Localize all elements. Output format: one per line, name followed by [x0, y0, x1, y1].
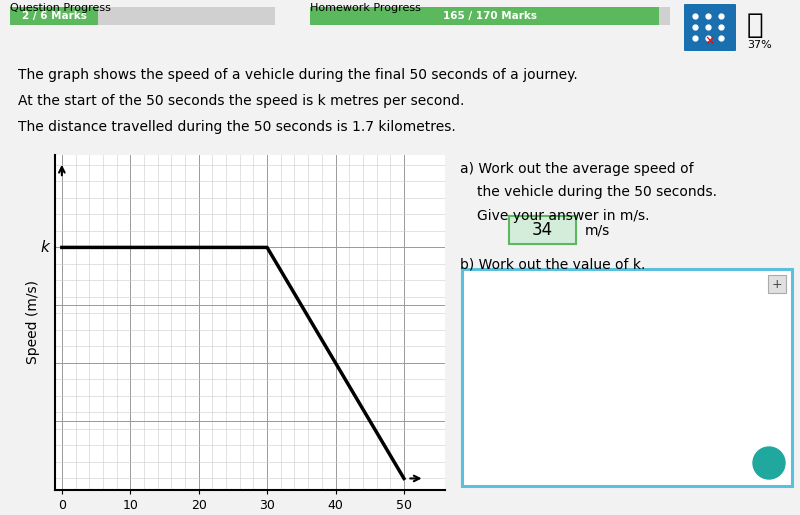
Text: 34: 34 [532, 221, 553, 239]
Text: At the start of the 50 seconds the speed is k metres per second.: At the start of the 50 seconds the speed… [18, 94, 464, 108]
Text: The distance travelled during the 50 seconds is 1.7 kilometres.: The distance travelled during the 50 sec… [18, 120, 456, 134]
Text: 2 / 6 Marks: 2 / 6 Marks [22, 11, 86, 21]
Bar [10, 7, 98, 25]
Bar [310, 7, 670, 25]
Text: 🏆: 🏆 [746, 11, 763, 39]
Text: ✕: ✕ [705, 35, 715, 48]
Text: a) Work out the average speed of: a) Work out the average speed of [460, 162, 694, 176]
Text: The graph shows the speed of a vehicle during the final 50 seconds of a journey.: The graph shows the speed of a vehicle d… [18, 68, 578, 82]
Y-axis label: Speed (m/s): Speed (m/s) [26, 281, 40, 365]
Text: Question Progress: Question Progress [10, 3, 111, 13]
FancyBboxPatch shape [509, 216, 576, 244]
Text: Give your answer in m/s.: Give your answer in m/s. [477, 209, 650, 223]
FancyBboxPatch shape [768, 275, 786, 293]
FancyBboxPatch shape [462, 269, 792, 486]
Text: b) Work out the value of k.: b) Work out the value of k. [460, 258, 646, 272]
Circle shape [753, 447, 785, 479]
Text: +: + [772, 278, 782, 290]
Text: the vehicle during the 50 seconds.: the vehicle during the 50 seconds. [477, 185, 717, 199]
Text: 165 / 170 Marks: 165 / 170 Marks [443, 11, 537, 21]
Text: Homework Progress: Homework Progress [310, 3, 421, 13]
Bar [10, 7, 275, 25]
Bar [310, 7, 659, 25]
Text: $k$: $k$ [40, 239, 51, 255]
Text: ): ) [766, 456, 772, 470]
Text: m/s: m/s [585, 223, 610, 237]
Text: 37%: 37% [748, 40, 772, 50]
FancyBboxPatch shape [684, 4, 736, 51]
